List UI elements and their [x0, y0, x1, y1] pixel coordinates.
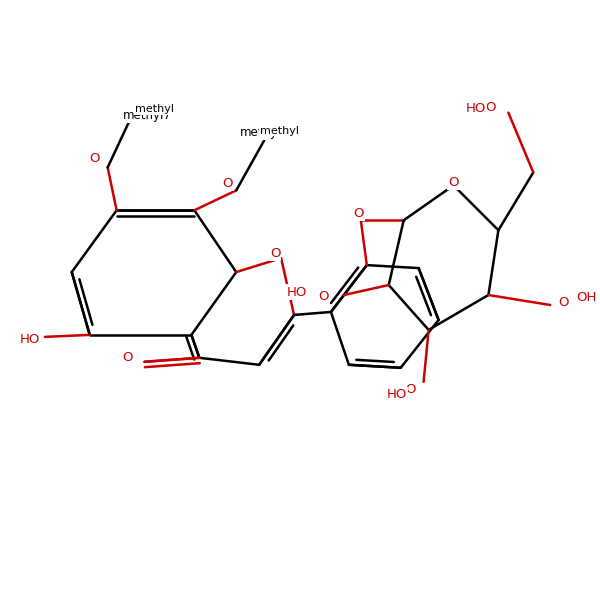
Text: O: O — [558, 296, 568, 310]
Text: HO: HO — [466, 102, 487, 115]
Text: methyl: methyl — [260, 125, 299, 136]
Text: methyl: methyl — [135, 104, 174, 113]
Text: O: O — [448, 176, 459, 189]
Text: O: O — [270, 247, 280, 260]
Text: HO: HO — [20, 334, 40, 346]
Text: O: O — [89, 152, 100, 165]
Text: HO: HO — [287, 286, 307, 299]
Text: O: O — [353, 207, 364, 220]
Text: OH: OH — [576, 290, 596, 304]
Text: O: O — [319, 290, 329, 302]
Text: HO: HO — [386, 388, 407, 401]
Text: O: O — [485, 101, 496, 114]
Text: O: O — [222, 177, 233, 190]
Text: O: O — [406, 383, 416, 396]
Text: methyl7: methyl7 — [123, 109, 172, 122]
Text: O: O — [122, 352, 133, 364]
Text: methyl8: methyl8 — [240, 126, 289, 139]
